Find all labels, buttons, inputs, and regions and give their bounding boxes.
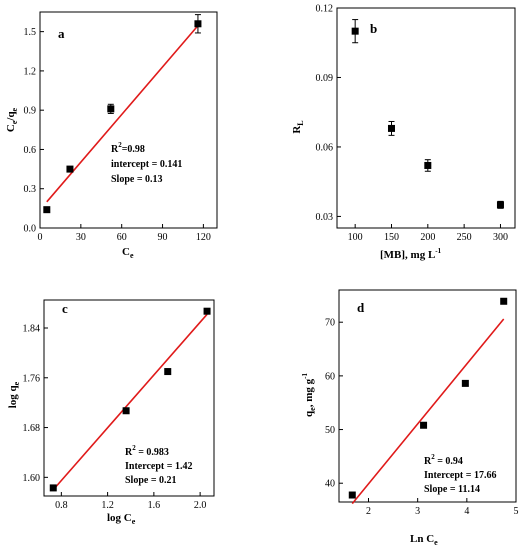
panel-b-label: b xyxy=(370,21,377,36)
panel-a-y-axis-title: Ce/qe xyxy=(5,107,19,132)
data-point xyxy=(351,27,359,35)
panel-c-y-axis-title: log qe xyxy=(7,381,21,408)
y-tick-label: 0.9 xyxy=(24,106,37,117)
y-tick-label: 60 xyxy=(325,371,335,382)
x-tick-label: 2 xyxy=(366,506,371,517)
data-point xyxy=(49,484,57,492)
data-point xyxy=(107,105,115,113)
x-tick-label: 4 xyxy=(464,506,469,517)
panel-c-fit-line xyxy=(52,313,208,491)
y-tick-label: 70 xyxy=(325,318,335,329)
y-tick-label: 1.68 xyxy=(23,423,41,434)
x-tick-label: 60 xyxy=(117,232,127,243)
x-tick-label: 1.6 xyxy=(148,500,161,511)
y-tick-label: 1.84 xyxy=(23,324,41,335)
y-tick-label: 0.12 xyxy=(316,4,334,15)
panel-d-intercept-annotation: Intercept = 17.66 xyxy=(424,470,496,481)
x-tick-label: 300 xyxy=(493,232,508,243)
x-tick-label: 5 xyxy=(514,506,519,517)
y-tick-label: 0.0 xyxy=(24,224,37,235)
regression-line xyxy=(351,318,505,505)
data-point xyxy=(194,20,202,28)
panel-b-data-points xyxy=(351,19,504,209)
y-tick-label: 40 xyxy=(325,479,335,490)
panel-d-r2-annotation: R2 = 0.94 xyxy=(424,453,463,467)
panel-c-r2-annotation: R2 = 0.983 xyxy=(125,444,169,458)
data-point xyxy=(43,206,51,214)
panel-a: a 0 30 60 90 120 0.0 0.3 0.6 0.9 1.2 1.5 R2=0.98 i… xyxy=(5,11,218,260)
panel-a-axis-ticks: 0 30 60 90 120 0.0 0.3 0.6 0.9 1.2 1.5 xyxy=(24,27,211,243)
data-point xyxy=(387,124,395,132)
data-point xyxy=(164,368,172,376)
data-point xyxy=(203,307,211,315)
panel-d-label: d xyxy=(357,300,365,315)
panel-b-axis-ticks: 100 150 200 250 300 0.03 0.06 0.09 0.12 xyxy=(316,4,508,244)
x-tick-label: 3 xyxy=(415,506,420,517)
y-tick-label: 50 xyxy=(325,425,335,436)
panel-b: b 100 150 200 250 300 0.03 0.06 0.09 0.12 [MB], … xyxy=(291,4,516,261)
x-tick-label: 0 xyxy=(38,232,43,243)
panel-b-x-axis-title: [MB], mg L-1 xyxy=(380,247,442,261)
data-point xyxy=(500,297,508,305)
panel-a-label: a xyxy=(58,26,65,41)
y-tick-label: 0.03 xyxy=(316,212,334,223)
x-tick-label: 250 xyxy=(457,232,472,243)
panel-a-x-axis-title: Ce xyxy=(122,246,134,260)
regression-line xyxy=(52,313,208,491)
panel-a-frame xyxy=(39,11,218,229)
data-point xyxy=(66,165,74,173)
data-point xyxy=(348,491,356,499)
panel-d-y-axis-title: qe, mg g-1 xyxy=(301,373,317,417)
panel-d: d 2 3 4 5 40 50 60 70 R2 = 0.94 Intercept = 17.… xyxy=(301,289,519,547)
data-point xyxy=(122,407,130,415)
y-tick-label: 0.09 xyxy=(316,73,334,84)
y-tick-label: 1.60 xyxy=(23,473,41,484)
y-tick-label: 1.2 xyxy=(24,66,37,77)
panel-a-data-points xyxy=(43,14,202,214)
panel-c-data-points xyxy=(49,307,211,492)
panel-c-intercept-annotation: Intercept = 1.42 xyxy=(125,461,192,472)
y-tick-label: 0.06 xyxy=(316,142,334,153)
x-tick-label: 100 xyxy=(348,232,363,243)
panel-a-intercept-annotation: intercept = 0.141 xyxy=(111,159,182,170)
y-tick-label: 1.76 xyxy=(23,373,41,384)
panel-d-slope-annotation: Slope = 11.14 xyxy=(424,484,480,495)
x-tick-label: 0.8 xyxy=(55,500,68,511)
panel-a-r2-annotation: R2=0.98 xyxy=(111,141,145,155)
data-point xyxy=(420,421,428,429)
x-tick-label: 120 xyxy=(196,232,211,243)
x-tick-label: 200 xyxy=(420,232,435,243)
panel-d-frame xyxy=(338,289,517,503)
x-tick-label: 1.2 xyxy=(101,500,114,511)
y-tick-label: 1.5 xyxy=(24,27,37,38)
panel-d-fit-line xyxy=(351,318,505,505)
x-tick-label: 2.0 xyxy=(194,500,207,511)
x-tick-label: 30 xyxy=(76,232,86,243)
panel-b-y-axis-title: RL xyxy=(291,120,305,133)
data-point xyxy=(424,161,432,169)
data-point xyxy=(461,379,469,387)
x-tick-label: 150 xyxy=(384,232,399,243)
panel-c-label: c xyxy=(62,301,68,316)
panel-c-axis-ticks: 0.8 1.2 1.6 2.0 1.60 1.68 1.76 1.84 xyxy=(23,324,207,512)
panel-d-data-points xyxy=(348,297,508,499)
y-tick-label: 0.6 xyxy=(24,145,37,156)
data-point xyxy=(496,201,504,209)
panel-d-x-axis-title: Ln Ce xyxy=(410,533,438,547)
panel-c-x-axis-title: log Ce xyxy=(107,512,136,526)
panel-c-frame xyxy=(43,299,215,497)
x-tick-label: 90 xyxy=(158,232,168,243)
panel-a-slope-annotation: Slope = 0.13 xyxy=(111,174,163,185)
y-tick-label: 0.3 xyxy=(24,184,37,195)
panel-b-frame xyxy=(336,7,516,229)
panel-c-slope-annotation: Slope = 0.21 xyxy=(125,475,177,486)
panel-d-axis-ticks: 2 3 4 5 40 50 60 70 xyxy=(325,318,519,517)
panel-c: c 0.8 1.2 1.6 2.0 1.60 1.68 1.76 1.84 R2 = 0.98… xyxy=(7,299,215,526)
